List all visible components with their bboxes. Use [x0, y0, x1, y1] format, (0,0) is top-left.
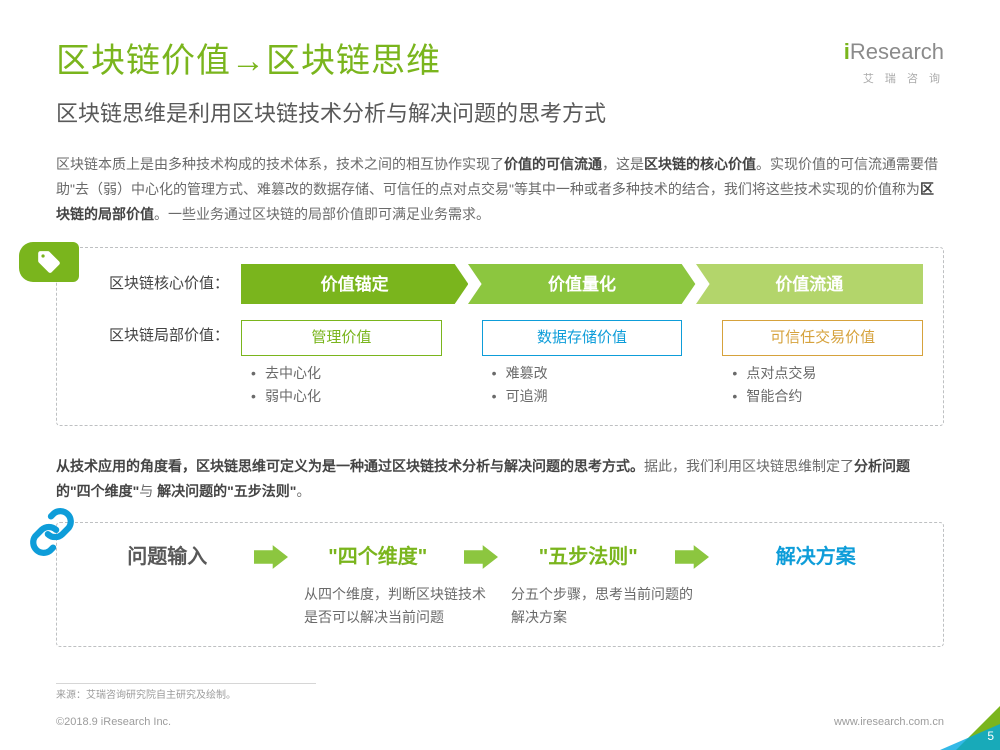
footer-url: www.iresearch.com.cn	[834, 714, 944, 732]
local-value-columns: 管理价值去中心化弱中心化数据存储价值难篡改可追溯可信任交易价值点对点交易智能合约	[241, 320, 923, 407]
local-value-item: 智能合约	[746, 385, 923, 407]
source-note: 来源：艾瑞咨询研究院自主研究及绘制。	[56, 683, 316, 704]
logo-sub: 艾 瑞 咨 询	[844, 71, 944, 89]
local-value-item: 去中心化	[265, 362, 442, 384]
tag-icon	[19, 242, 79, 282]
core-value-arrows: 价值锚定价值量化价值流通	[241, 264, 923, 304]
link-icon	[27, 507, 77, 557]
flow-step-label: "五步法则"	[502, 541, 675, 573]
local-value-item: 弱中心化	[265, 385, 442, 407]
flow-step-label: 问题输入	[81, 541, 254, 573]
flow-steps-row: 问题输入 "四个维度" "五步法则" 解决方案	[81, 541, 919, 573]
flow-step: "五步法则"	[502, 541, 709, 573]
flow-step-label: "四个维度"	[292, 541, 465, 573]
core-value-label: 区块链核心价值：	[77, 272, 229, 296]
core-step: 价值锚定	[241, 264, 468, 304]
arrow-icon	[675, 543, 709, 571]
core-value-row: 区块链核心价值： 价值锚定价值量化价值流通	[77, 264, 923, 304]
flow-subtext-row: 从四个维度，判断区块链技术是否可以解决当前问题分五个步骤，思考当前问题的解决方案	[81, 583, 919, 628]
core-step: 价值流通	[696, 264, 923, 304]
local-value-column: 数据存储价值难篡改可追溯	[482, 320, 683, 407]
local-value-head: 管理价值	[241, 320, 442, 356]
transition-paragraph: 从技术应用的角度看，区块链思维可定义为是一种通过区块链技术分析与解决问题的思考方…	[56, 454, 944, 504]
flow-step: "四个维度"	[292, 541, 499, 573]
local-value-head: 可信任交易价值	[722, 320, 923, 356]
brand-logo: iResearch 艾 瑞 咨 询	[844, 34, 944, 89]
flow-step-label: 解决方案	[713, 541, 920, 573]
value-diagram: 区块链核心价值： 价值锚定价值量化价值流通 区块链局部价值： 管理价值去中心化弱…	[56, 247, 944, 426]
local-value-item: 可追溯	[506, 385, 683, 407]
page-subtitle: 区块链思维是利用区块链技术分析与解决问题的思考方式	[56, 96, 944, 131]
logo-brand: Research	[850, 39, 944, 64]
footer-copyright: ©2018.9 iResearch Inc.	[56, 714, 171, 732]
intro-paragraph: 区块链本质上是由多种技术构成的技术体系，技术之间的相互协作实现了价值的可信流通，…	[56, 152, 944, 228]
local-value-column: 管理价值去中心化弱中心化	[241, 320, 442, 407]
flow-diagram: 问题输入 "四个维度" "五步法则" 解决方案 从四个维度，判断区块链技术是否可以解决…	[56, 522, 944, 647]
local-value-column: 可信任交易价值点对点交易智能合约	[722, 320, 923, 407]
local-value-item: 点对点交易	[746, 362, 923, 384]
arrow-icon	[464, 543, 498, 571]
core-step: 价值量化	[468, 264, 695, 304]
flow-step-subtext	[712, 583, 919, 628]
footer: ©2018.9 iResearch Inc. www.iresearch.com…	[56, 714, 944, 732]
local-value-head: 数据存储价值	[482, 320, 683, 356]
flow-step-subtext: 从四个维度，判断区块链技术是否可以解决当前问题	[298, 583, 505, 628]
local-value-row: 区块链局部价值： 管理价值去中心化弱中心化数据存储价值难篡改可追溯可信任交易价值…	[77, 320, 923, 407]
flow-step: 解决方案	[713, 541, 920, 573]
local-value-label: 区块链局部价值：	[77, 320, 229, 348]
page-title: 区块链价值→区块链思维	[56, 34, 944, 88]
local-value-item: 难篡改	[506, 362, 683, 384]
flow-step-subtext	[91, 583, 298, 628]
page-number: 5	[987, 727, 994, 746]
flow-step: 问题输入	[81, 541, 288, 573]
flow-step-subtext: 分五个步骤，思考当前问题的解决方案	[505, 583, 712, 628]
arrow-icon	[254, 543, 288, 571]
